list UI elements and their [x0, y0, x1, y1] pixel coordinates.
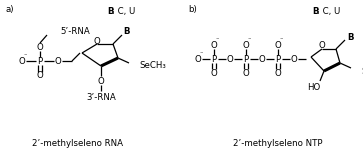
- Text: O: O: [19, 56, 25, 66]
- Text: O: O: [94, 37, 101, 45]
- Text: P: P: [211, 55, 217, 64]
- Text: O: O: [98, 77, 105, 85]
- Text: P: P: [244, 55, 249, 64]
- Text: O: O: [258, 55, 265, 64]
- Text: P: P: [276, 55, 281, 64]
- Text: O: O: [291, 55, 297, 64]
- Text: B: B: [107, 7, 114, 16]
- Text: SeCH₃: SeCH₃: [139, 61, 166, 71]
- Text: O: O: [319, 42, 325, 50]
- Text: O: O: [54, 56, 61, 66]
- Text: O: O: [242, 40, 249, 50]
- Text: 5’-RNA: 5’-RNA: [60, 26, 90, 35]
- Text: O: O: [242, 69, 249, 77]
- Text: a): a): [5, 5, 13, 14]
- Text: B: B: [312, 7, 318, 16]
- Text: O: O: [37, 71, 43, 79]
- Text: P: P: [37, 56, 42, 66]
- Text: 3’-RNA: 3’-RNA: [86, 93, 116, 101]
- Text: SeCH₃: SeCH₃: [361, 66, 363, 76]
- Text: B: B: [347, 32, 353, 42]
- Text: ⁻: ⁻: [23, 53, 27, 59]
- Text: b): b): [188, 5, 197, 14]
- Text: 2’-methylseleno NTP: 2’-methylseleno NTP: [233, 138, 323, 148]
- Text: O: O: [211, 69, 217, 77]
- Text: ⁻: ⁻: [279, 37, 283, 43]
- Text: O: O: [37, 42, 43, 51]
- Text: : C, U: : C, U: [317, 7, 340, 16]
- Text: O: O: [275, 40, 281, 50]
- Text: B: B: [124, 27, 130, 37]
- Text: HO: HO: [307, 84, 321, 93]
- Text: O: O: [227, 55, 233, 64]
- Text: O: O: [275, 69, 281, 77]
- Text: : C, U: : C, U: [112, 7, 135, 16]
- Text: O: O: [211, 40, 217, 50]
- Text: ⁻: ⁻: [247, 37, 251, 43]
- Text: ⁻: ⁻: [215, 37, 219, 43]
- Text: O: O: [195, 55, 201, 64]
- Text: 2’-methylseleno RNA: 2’-methylseleno RNA: [33, 138, 123, 148]
- Text: ⁻: ⁻: [200, 51, 203, 58]
